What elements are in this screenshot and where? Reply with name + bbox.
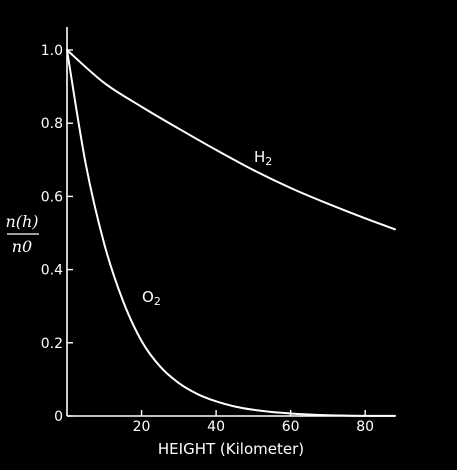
y-axis-title-denominator: n0 [12, 237, 32, 256]
y-tick-label: 0.6 [41, 189, 63, 205]
series-label-h2: H2 [254, 148, 272, 168]
x-tick-label: 40 [207, 419, 225, 435]
series-line-h2 [66, 49, 396, 231]
x-axis-title: HEIGHT (Kilometer) [158, 440, 304, 458]
y-tick-label: 1.0 [41, 43, 63, 59]
y-tick-label: 0.8 [41, 116, 63, 132]
x-tick-label: 80 [356, 419, 374, 435]
series-layer: H2 O2 [66, 49, 396, 417]
y-axis-title-numerator: n(h) [5, 212, 38, 231]
x-tick-label: 60 [282, 419, 300, 435]
y-ticks: 0 0.2 0.4 0.6 0.8 1.0 [41, 43, 73, 425]
y-tick-label: 0.4 [41, 263, 63, 279]
y-tick-label: 0 [54, 409, 63, 425]
series-line-o2 [66, 49, 396, 417]
axes [66, 27, 395, 417]
y-axis-title: n(h) n0 [5, 212, 39, 256]
y-tick-label: 0.2 [41, 336, 63, 352]
x-tick-label: 20 [133, 419, 151, 435]
series-label-o2: O2 [142, 288, 161, 308]
x-ticks: 20 40 60 80 [133, 410, 374, 435]
